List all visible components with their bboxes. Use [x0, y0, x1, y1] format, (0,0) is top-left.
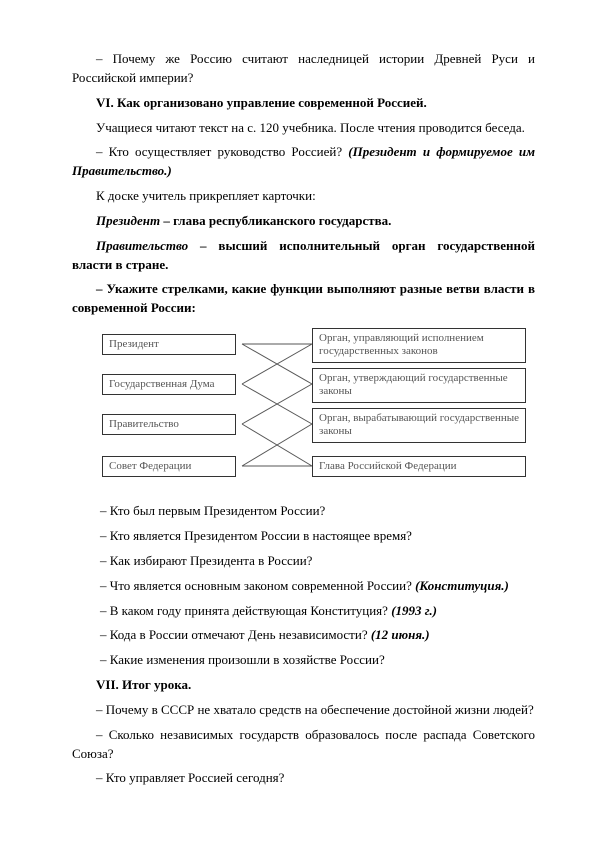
def-president: Президент – глава республиканского госуд…	[72, 212, 535, 231]
para-arrows-task: – Укажите стрелками, какие функции выпол…	[72, 280, 535, 318]
def-text: – глава республиканского государства.	[160, 213, 391, 228]
text: – Кто осуществляет руководство Россией?	[96, 144, 348, 159]
q-constitution-year: – В каком году принята действующая Конст…	[72, 602, 535, 621]
q-ussr-funds: – Почему в СССР не хватало средств на об…	[72, 701, 535, 720]
node-council: Совет Федерации	[102, 456, 236, 477]
q-how-elected: – Как избирают Президента в России?	[72, 552, 535, 571]
heading-vii: VII. Итог урока.	[72, 676, 535, 695]
heading-vi: VI. Как организовано управление современ…	[72, 94, 535, 113]
term-government: Правительство	[96, 238, 188, 253]
node-develop-organ: Орган, вырабатывающий государственные за…	[312, 408, 526, 442]
para-cards: К доске учитель прикрепляет карточки:	[72, 187, 535, 206]
text: – В каком году принята действующая Конст…	[100, 603, 391, 618]
def-government: Правительство – высший исполнительный ор…	[72, 237, 535, 275]
text: – Что является основным законом современ…	[100, 578, 415, 593]
node-exec-organ: Орган, управляющий исполнением государст…	[312, 328, 526, 362]
node-head-rf: Глава Российской Федерации	[312, 456, 526, 477]
node-duma: Государственная Дума	[102, 374, 236, 395]
q-current-president: – Кто является Президентом России в наст…	[72, 527, 535, 546]
node-president: Президент	[102, 334, 236, 355]
para-reading: Учащиеся читают текст на с. 120 учебника…	[72, 119, 535, 138]
answer: (12 июня.)	[371, 627, 430, 642]
answer: (Конституция.)	[415, 578, 509, 593]
q-economy-changes: – Какие изменения произошли в хозяйстве …	[72, 651, 535, 670]
answer: (1993 г.)	[391, 603, 437, 618]
para-who-leads: – Кто осуществляет руководство Россией? …	[72, 143, 535, 181]
para-q-heritage: – Почему же Россию считают наследницей и…	[72, 50, 535, 88]
branches-diagram: Президент Государственная Дума Правитель…	[72, 324, 535, 494]
q-who-rules: – Кто управляет Россией сегодня?	[72, 769, 535, 788]
node-approve-organ: Орган, утверждающий государственные зако…	[312, 368, 526, 402]
node-government: Правительство	[102, 414, 236, 435]
q-independent-states: – Сколько независимых государств образов…	[72, 726, 535, 764]
q-basic-law: – Что является основным законом современ…	[72, 577, 535, 596]
q-first-president: – Кто был первым Президентом России?	[72, 502, 535, 521]
q-independence-day: – Кода в России отмечают День независимо…	[72, 626, 535, 645]
text: – Кода в России отмечают День независимо…	[100, 627, 371, 642]
term-president: Президент	[96, 213, 160, 228]
